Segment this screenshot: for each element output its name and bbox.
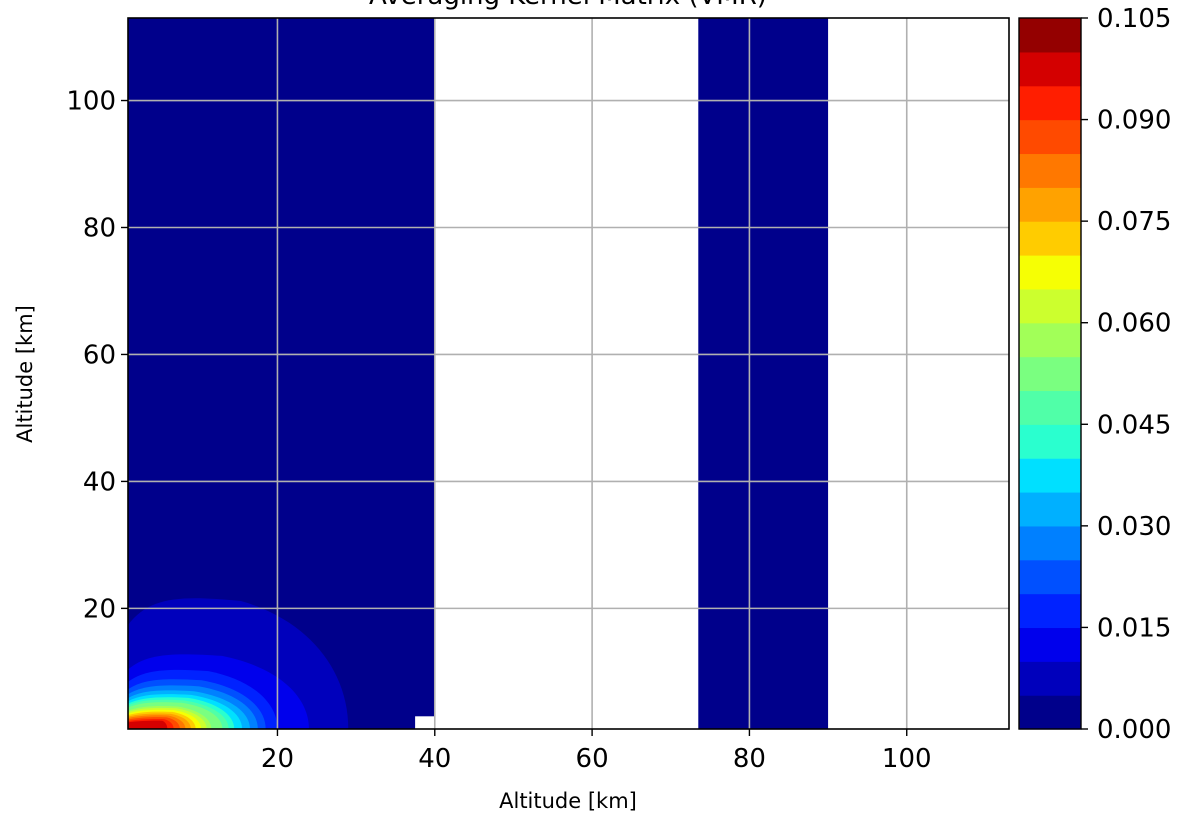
colorbar-segment	[1019, 221, 1081, 256]
y-axis: 20 40 60 80 100	[66, 87, 128, 624]
colorbar-tick-label: 0.090	[1097, 106, 1171, 136]
colorbar-segment	[1019, 458, 1081, 493]
colorbar-segment	[1019, 627, 1081, 662]
colorbar: 0.000 0.015 0.030 0.045 0.060 0.075 0.090 0.105	[1018, 4, 1171, 745]
colorbar-tick-label: 0.000	[1097, 715, 1171, 745]
colorbar-segment	[1019, 525, 1081, 561]
colorbar-segment	[1019, 356, 1081, 392]
chart-title: Averaging Kernel Matrix (VMR)	[369, 0, 767, 11]
colorbar-segment	[1019, 559, 1081, 595]
colorbar-tick-label: 0.015	[1097, 613, 1171, 643]
filled-band	[698, 18, 829, 729]
colorbar-segment	[1019, 51, 1081, 87]
y-tick-label: 80	[83, 213, 116, 243]
blank-notch	[415, 716, 435, 729]
y-tick-label: 20	[83, 594, 116, 624]
y-axis-label: Altitude [km]	[13, 305, 37, 443]
colorbar-tick-label: 0.060	[1097, 309, 1171, 339]
colorbar-segment	[1019, 695, 1081, 730]
colorbar-segment	[1019, 661, 1081, 696]
x-tick-label: 80	[733, 744, 766, 774]
y-tick-label: 100	[66, 87, 116, 117]
colorbar-tick-label: 0.105	[1097, 4, 1171, 34]
colorbar-segment	[1019, 119, 1081, 155]
plot-frame	[127, 17, 1010, 730]
x-tick-label: 60	[576, 744, 609, 774]
colorbar-segment	[1019, 288, 1081, 324]
x-tick-label: 20	[261, 744, 294, 774]
colorbar-segment	[1019, 187, 1081, 222]
x-tick-label: 100	[882, 744, 932, 774]
kernel-contour-20	[128, 720, 168, 729]
colorbar-segment	[1019, 322, 1081, 358]
colorbar-segment	[1019, 492, 1081, 527]
x-axis: 20 40 60 80 100	[261, 729, 932, 774]
colorbar-segment	[1019, 424, 1081, 459]
colorbar-tick-label: 0.075	[1097, 207, 1171, 237]
colorbar-segment	[1019, 593, 1081, 629]
colorbar-segment	[1019, 153, 1081, 188]
colorbar-segment	[1019, 85, 1081, 121]
x-axis-label: Altitude [km]	[499, 789, 637, 813]
x-tick-label: 40	[418, 744, 451, 774]
y-tick-label: 40	[83, 467, 116, 497]
colorbar-frame	[1018, 17, 1082, 730]
colorbar-segment	[1019, 390, 1081, 425]
colorbar-tick-label: 0.030	[1097, 512, 1171, 542]
heatmap-layer	[128, 18, 829, 729]
colorbar-segment	[1019, 18, 1081, 53]
colorbar-segment	[1019, 255, 1081, 290]
y-tick-label: 60	[83, 340, 116, 370]
grid-lines	[128, 18, 1009, 729]
colorbar-tick-label: 0.045	[1097, 410, 1171, 440]
